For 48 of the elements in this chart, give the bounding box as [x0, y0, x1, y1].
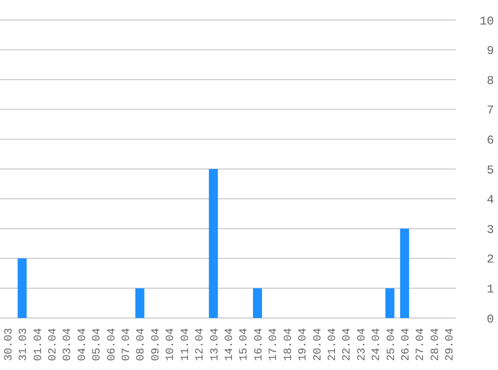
x-tick-label: 11.04: [180, 328, 192, 362]
bar: [18, 258, 27, 318]
x-tick-label: 17.04: [268, 328, 280, 362]
y-tick-label: 8: [486, 74, 494, 88]
bar: [400, 228, 410, 318]
x-tick-label: 16.04: [253, 328, 266, 362]
y-tick-label: 5: [486, 163, 494, 178]
x-tick-label: 12.04: [194, 328, 207, 362]
y-tick-label: 10: [480, 14, 494, 28]
x-tick-label: 21.04: [326, 328, 339, 362]
bar: [253, 288, 262, 318]
x-tick-label: 01.04: [32, 328, 45, 362]
x-tick-label: 04.04: [76, 328, 89, 362]
x-tick-label: 20.04: [312, 328, 324, 362]
x-tick-label: 15.04: [238, 328, 251, 362]
x-tick-label: 19.04: [298, 328, 310, 362]
x-tick-label: 05.04: [92, 328, 104, 362]
x-tick-label: 22.04: [342, 328, 354, 362]
y-tick-label: 2: [486, 252, 494, 267]
x-tick-label: 07.04: [121, 328, 134, 362]
x-tick-label: 30.03: [3, 328, 16, 362]
x-tick-label: 27.04: [415, 328, 428, 362]
x-tick-label: 28.04: [430, 328, 442, 362]
bar: [135, 288, 144, 318]
x-tick-label: 10.04: [165, 328, 178, 362]
x-tick-label: 03.04: [62, 328, 74, 362]
y-tick-label: 7: [486, 104, 494, 118]
y-tick-label: 6: [486, 133, 494, 148]
y-tick-label: 3: [486, 222, 494, 237]
x-tick-label: 06.04: [106, 328, 118, 362]
x-tick-label: 18.04: [282, 328, 295, 362]
y-tick-label: 1: [486, 282, 494, 296]
y-tick-label: 0: [486, 312, 494, 326]
x-tick-label: 13.04: [209, 328, 222, 362]
x-tick-label: 23.04: [356, 328, 368, 362]
x-tick-label: 31.03: [18, 328, 30, 362]
x-tick-label: 14.04: [224, 328, 236, 362]
bar: [208, 169, 218, 318]
bar: [385, 288, 394, 318]
x-tick-label: 02.04: [47, 328, 60, 362]
x-tick-label: 25.04: [386, 328, 398, 362]
x-tick-label: 26.04: [400, 328, 413, 362]
x-tick-label: 09.04: [150, 328, 162, 362]
x-tick-label: 24.04: [371, 328, 384, 362]
y-tick-label: 4: [486, 193, 494, 208]
x-tick-label: 08.04: [136, 328, 148, 362]
y-tick-label: 9: [486, 44, 494, 58]
x-tick-label: 29.04: [444, 328, 457, 362]
